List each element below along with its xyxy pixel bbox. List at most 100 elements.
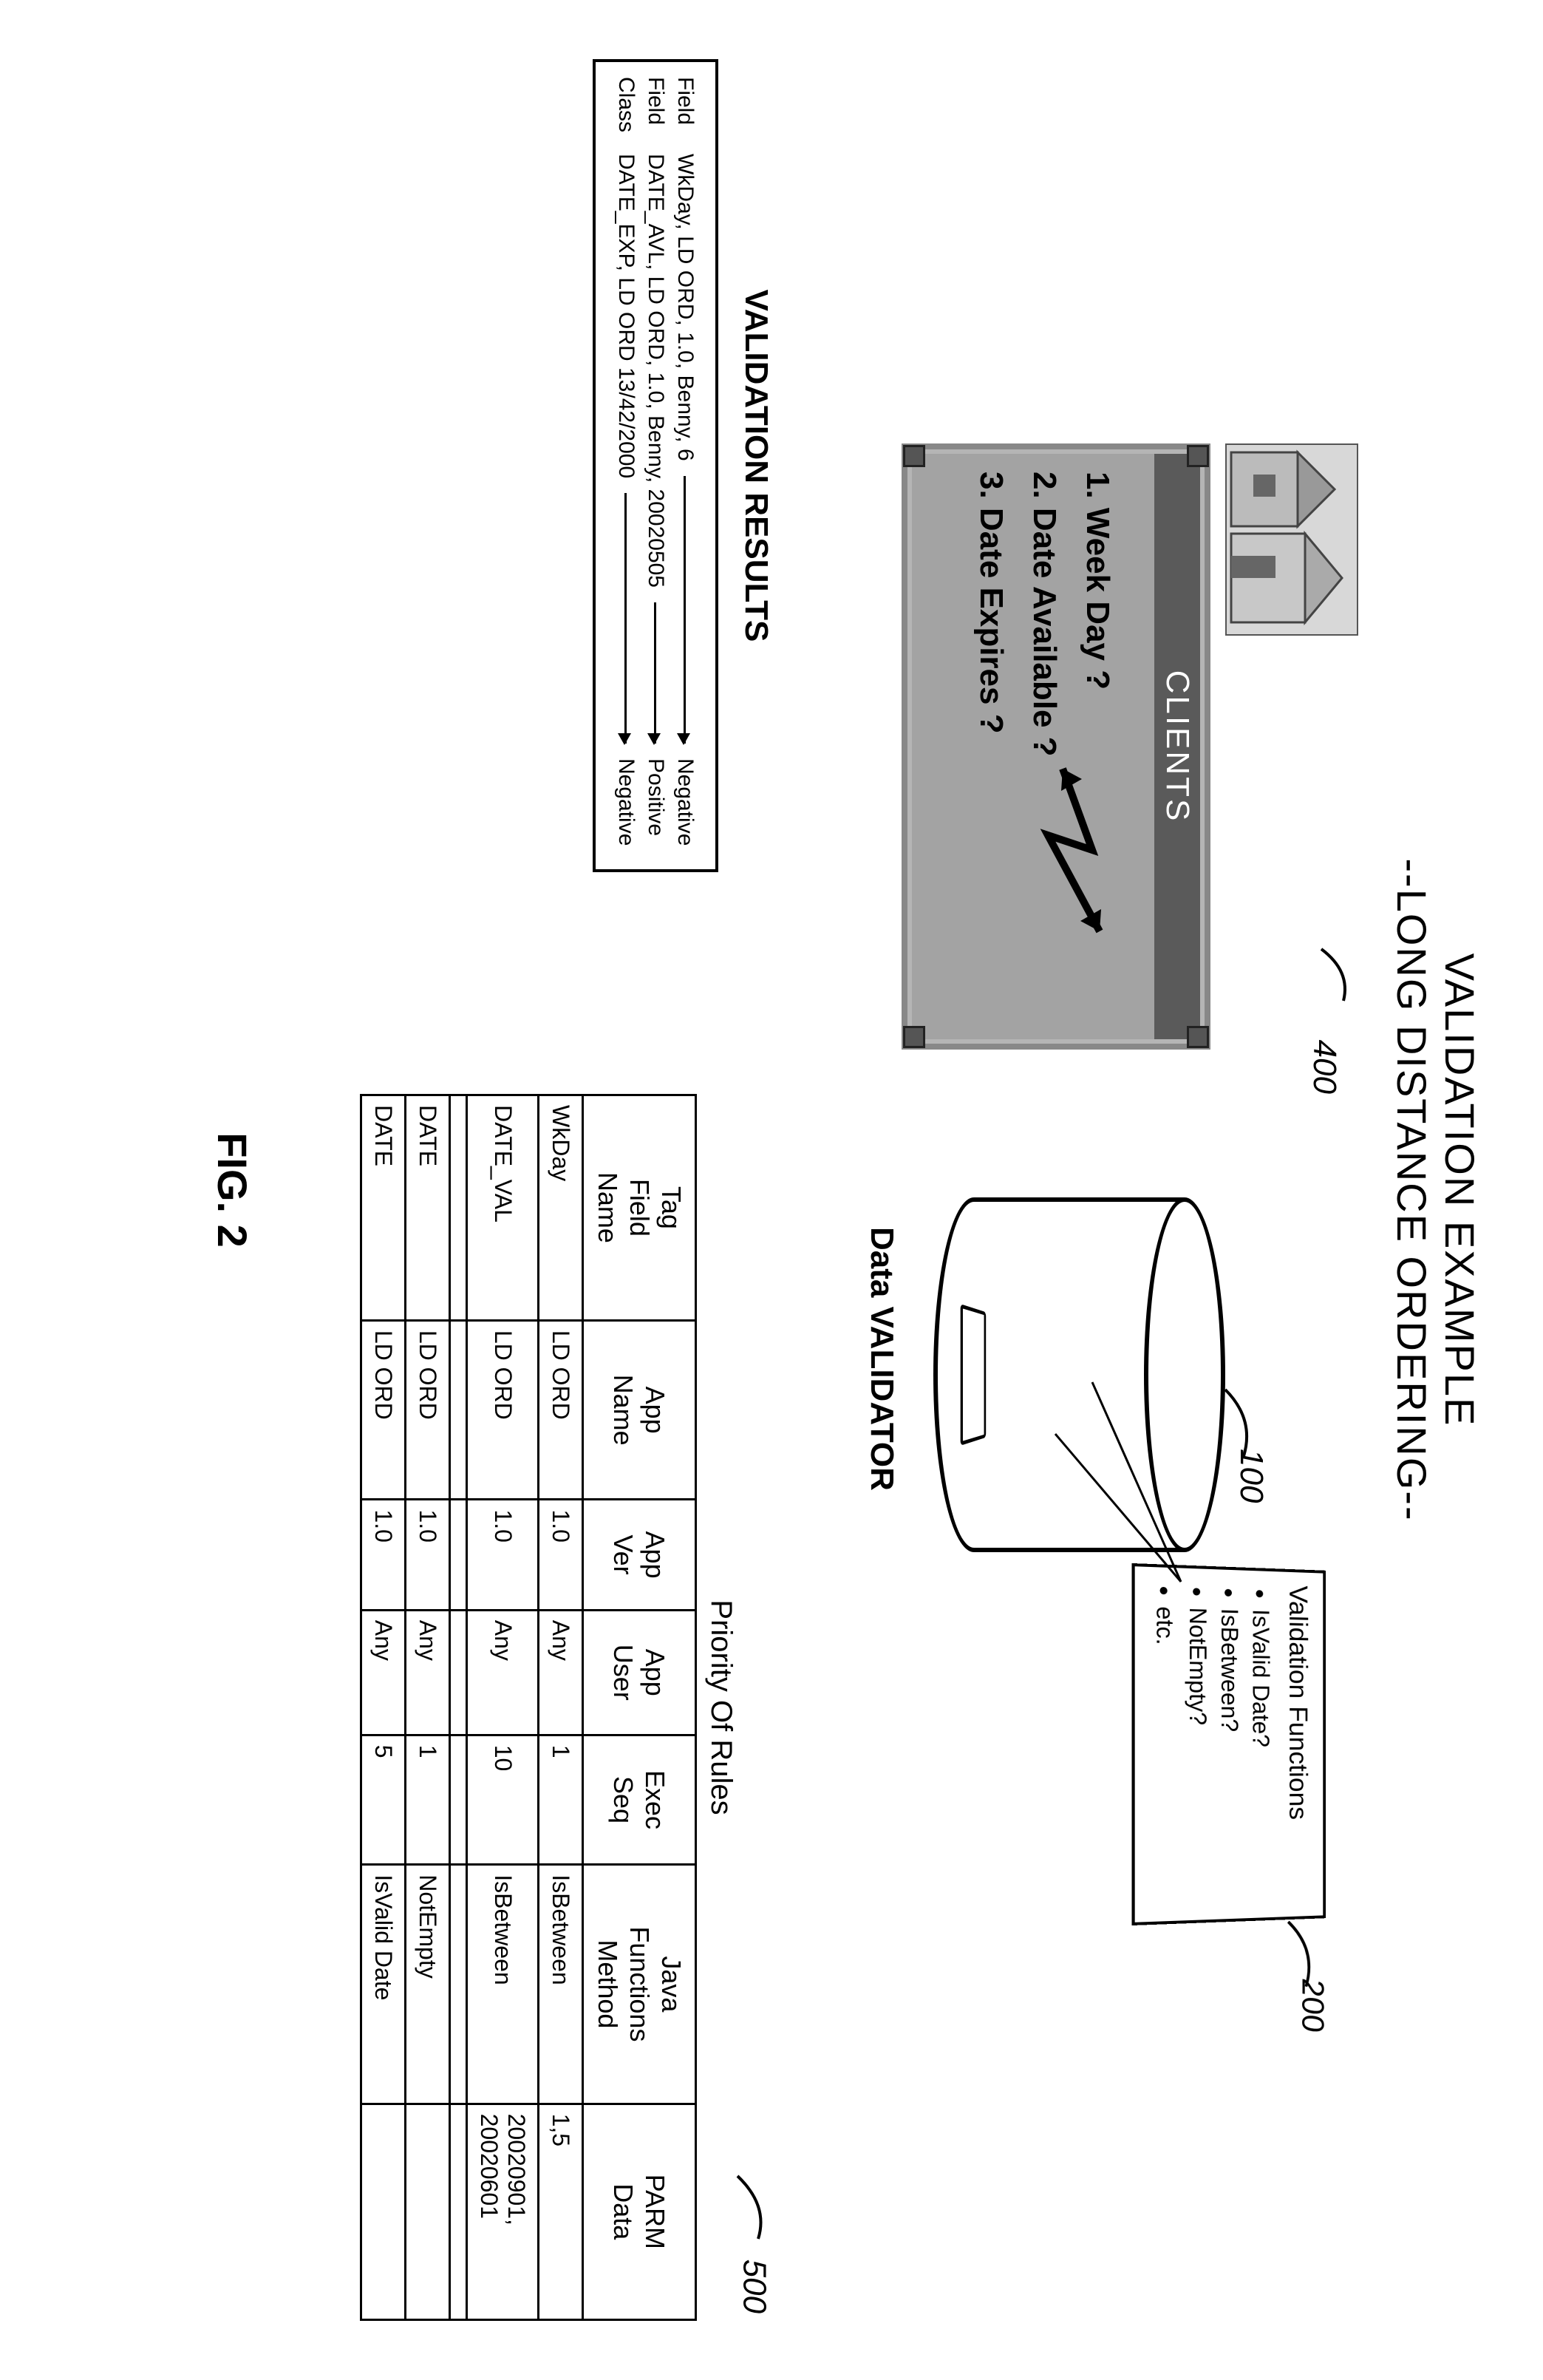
- results-box: Field WkDay, LD ORD, 1.0, Benny, 6 Negat…: [593, 59, 718, 872]
- rules-td: [450, 1865, 467, 2104]
- corner-icon: [903, 445, 925, 467]
- ref-400: 400: [1306, 942, 1366, 1094]
- rules-td: 20020901, 20020601: [467, 2104, 539, 2319]
- result-out: Negative: [613, 758, 638, 854]
- rules-td: Any: [361, 1610, 406, 1735]
- rules-th: App User: [583, 1610, 696, 1735]
- th-text: App Ver: [608, 1531, 670, 1579]
- rules-row: WkDay LD ORD 1.0 Any 1 IsBetween 1,5: [539, 1095, 583, 2320]
- rules-th: Exec Seq: [583, 1735, 696, 1865]
- ref-200: 200: [1295, 1978, 1330, 2033]
- rules-td: Any: [406, 1610, 450, 1735]
- house-icon: [1225, 443, 1358, 636]
- rules-header-row: Tag Field Name App Name App Ver App User…: [583, 1095, 696, 2320]
- callout-leader-icon: [1011, 1375, 1188, 1641]
- callout-item: IsValid Date?: [1245, 1609, 1276, 1905]
- ref-400-text: 400: [1307, 1040, 1343, 1094]
- rules-td: DATE: [406, 1095, 450, 1321]
- th-text: Exec Seq: [608, 1770, 670, 1829]
- leader-200-icon: [1278, 1913, 1321, 2002]
- rules-td: [450, 1610, 467, 1735]
- rules-caption: Priority Of Rules: [704, 1094, 738, 2321]
- result-cat: Class: [613, 77, 638, 143]
- rules-td: [450, 2104, 467, 2319]
- rules-th: PARM Data: [583, 2104, 696, 2319]
- rules-row: [450, 1095, 467, 2320]
- rules-th: App Ver: [583, 1500, 696, 1610]
- callout-heading: Validation Functions: [1284, 1585, 1313, 1903]
- rules-td: LD ORD: [361, 1320, 406, 1500]
- rules-td: DATE: [361, 1095, 406, 1321]
- rules-td: [450, 1095, 467, 1321]
- corner-icon: [1187, 1026, 1209, 1048]
- th-text: Java Functions Method: [593, 1926, 687, 2041]
- corner-icon: [1187, 445, 1209, 467]
- rules-td: Any: [539, 1610, 583, 1735]
- callout-item: NotEmpty?: [1181, 1607, 1213, 1907]
- rules-td: 1.0: [539, 1500, 583, 1610]
- result-out: Positive: [643, 758, 668, 854]
- rules-td: [450, 1500, 467, 1610]
- rules-table-block: 500 Priority Of Rules Tag Field Name App…: [360, 1094, 774, 2321]
- rules-td: 1: [539, 1735, 583, 1865]
- rules-td: IsValid Date: [361, 1865, 406, 2104]
- result-row: Field WkDay, LD ORD, 1.0, Benny, 6 Negat…: [672, 77, 698, 854]
- rules-table: Tag Field Name App Name App Ver App User…: [360, 1094, 697, 2321]
- rules-row: DATE LD ORD 1.0 Any 5 IsValid Date: [361, 1095, 406, 2320]
- rules-td: [450, 1735, 467, 1865]
- th-text: Tag Field Name: [593, 1172, 687, 1243]
- diagram-title: VALIDATION EXAMPLE --LONG DISTANCE ORDER…: [1388, 0, 1484, 2380]
- result-cat: Field: [672, 77, 698, 143]
- slot-icon: [961, 1304, 987, 1446]
- results-title: VALIDATION RESULTS: [738, 59, 774, 872]
- rules-td: IsBetween: [467, 1865, 539, 2104]
- arrow-icon: [655, 602, 657, 744]
- rules-td: [406, 2104, 450, 2319]
- validator-label: Data VALIDATOR: [863, 1227, 900, 1937]
- rules-td: 1: [406, 1735, 450, 1865]
- bottom-row: VALIDATION RESULTS Field WkDay, LD ORD, …: [360, 0, 774, 2380]
- result-body: WkDay, LD ORD, 1.0, Benny, 6: [672, 154, 698, 461]
- rules-td: LD ORD: [406, 1320, 450, 1500]
- arrow-icon: [684, 476, 687, 744]
- rules-td: Any: [467, 1610, 539, 1735]
- rules-td: IsBetween: [539, 1865, 583, 2104]
- rules-td: 10: [467, 1735, 539, 1865]
- rules-th: Tag Field Name: [583, 1095, 696, 1321]
- title-line2: --LONG DISTANCE ORDERING--: [1388, 0, 1436, 2380]
- top-row: 400 CLIENTS 1. Week Da: [863, 0, 1358, 2380]
- ref-500-text: 500: [736, 2260, 772, 2313]
- rules-td: LD ORD: [467, 1320, 539, 1500]
- leader-400-icon: [1314, 942, 1366, 1030]
- rules-td: [361, 2104, 406, 2319]
- rules-th: Java Functions Method: [583, 1865, 696, 2104]
- rules-td: 5: [361, 1735, 406, 1865]
- client-column: 400 CLIENTS 1. Week Da: [902, 443, 1358, 1109]
- rules-td: 1.0: [361, 1500, 406, 1610]
- zigzag-arrow-icon: [1026, 761, 1129, 968]
- title-line1: VALIDATION EXAMPLE: [1436, 0, 1484, 2380]
- rules-th: App Name: [583, 1320, 696, 1500]
- callout-item: IsBetween?: [1213, 1608, 1245, 1905]
- result-row: Field DATE_AVL, LD ORD, 1.0, Benny, 2002…: [643, 77, 668, 854]
- result-row: Class DATE_EXP, LD ORD 13/42/2000 Negati…: [613, 77, 638, 854]
- callout-item: etc.: [1148, 1606, 1181, 1908]
- rules-td: WkDay: [539, 1095, 583, 1321]
- result-body: DATE_EXP, LD ORD 13/42/2000: [613, 154, 638, 478]
- corner-icon: [903, 1026, 925, 1048]
- arrow-icon: [625, 493, 627, 744]
- th-text: App Name: [608, 1375, 670, 1446]
- rules-td: [450, 1320, 467, 1500]
- ref-100: 100: [1233, 1449, 1270, 1503]
- th-text: App User: [608, 1645, 670, 1701]
- rules-td: 1,5: [539, 2104, 583, 2319]
- leader-500-icon: [730, 2169, 774, 2250]
- rules-td: NotEmpty: [406, 1865, 450, 2104]
- rules-td: LD ORD: [539, 1320, 583, 1500]
- rules-td: 1.0: [467, 1500, 539, 1610]
- validator-column: 100 Data VALIDATOR 200 Validation Functi…: [863, 1197, 1358, 1937]
- th-text: PARM Data: [608, 2175, 670, 2249]
- figure-label: FIG. 2: [208, 0, 256, 2380]
- result-out: Negative: [672, 758, 698, 854]
- window-titlebar: CLIENTS: [1154, 454, 1200, 1039]
